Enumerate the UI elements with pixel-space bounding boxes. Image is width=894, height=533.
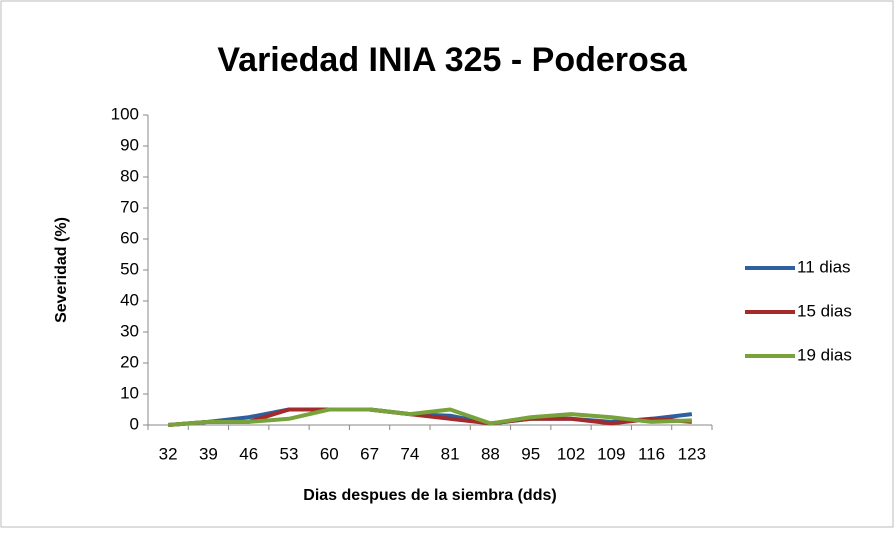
y-tick-label: 10 (120, 383, 139, 402)
y-tick-label: 40 (120, 290, 139, 309)
x-tick-label: 116 (638, 444, 665, 463)
y-axis-label: Severidad (%) (53, 217, 70, 323)
series-line (167, 407, 692, 427)
x-tick-label: 53 (280, 444, 299, 463)
legend-label: 19 dias (797, 345, 852, 364)
legend-label: 15 dias (797, 301, 852, 320)
x-tick-label: 39 (199, 444, 218, 463)
legend-label: 11 dias (797, 257, 851, 276)
x-tick-label: 109 (597, 444, 625, 463)
x-axis-label: Dias despues de la siembra (dds) (303, 487, 556, 504)
x-tick-label: 32 (159, 444, 178, 463)
y-tick-label: 90 (120, 135, 139, 154)
x-tick-label: 95 (521, 444, 540, 463)
x-tick-label: 67 (360, 444, 379, 463)
y-tick-label: 70 (120, 197, 139, 216)
x-tick-label: 81 (441, 444, 460, 463)
x-tick-label: 88 (481, 444, 500, 463)
y-tick-label: 100 (111, 104, 139, 123)
x-tick-label: 74 (400, 444, 419, 463)
x-tick-label: 123 (678, 444, 706, 463)
x-tick-label: 60 (320, 444, 339, 463)
y-tick-label: 0 (130, 414, 139, 433)
x-tick-label: 102 (557, 444, 585, 463)
chart-title: Variedad INIA 325 - Poderosa (217, 41, 687, 79)
y-tick-label: 50 (120, 259, 139, 278)
x-tick-label: 46 (239, 444, 258, 463)
y-tick-label: 30 (120, 321, 139, 340)
y-tick-label: 80 (120, 166, 139, 185)
y-tick-label: 60 (120, 228, 139, 247)
y-tick-label: 20 (120, 352, 139, 371)
